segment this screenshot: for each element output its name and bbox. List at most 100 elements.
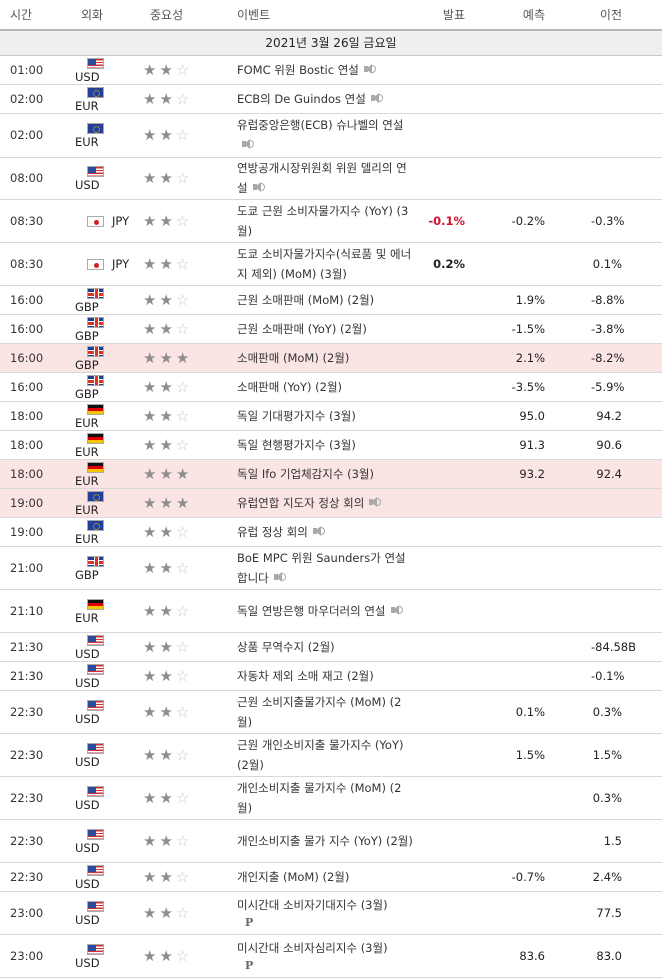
event-cell[interactable]: 근원 소비지출물가지수 (MoM) (2월) [231, 690, 421, 734]
event-row[interactable]: 19:00 EUR ★★☆ 유럽 정상 회의 [0, 517, 662, 547]
event-cell[interactable]: 근원 소매판매 (MoM) (2월) [231, 285, 421, 315]
event-cell[interactable]: 도쿄 근원 소비자물가지수 (YoY) (3월) [231, 199, 421, 243]
event-cell[interactable]: BoE MPC 위원 Saunders가 연설합니다 [231, 546, 421, 590]
event-row[interactable]: 16:00 GBP ★★☆ 근원 소매판매 (YoY) (2월) -1.5% -3.8% [0, 314, 662, 344]
event-row[interactable]: 18:00 EUR ★★☆ 독일 기대평가지수 (3월) 95.0 94.2 [0, 401, 662, 431]
event-time: 18:00 [0, 401, 75, 431]
speaker-icon[interactable] [390, 604, 404, 616]
event-name[interactable]: 소매판매 (YoY) (2월) [237, 379, 343, 394]
event-row[interactable]: 08:00 USD ★★☆ 연방공개시장위원회 위원 델리의 연설 [0, 157, 662, 200]
event-cell[interactable]: 독일 기대평가지수 (3월) [231, 401, 421, 431]
event-name[interactable]: 근원 소매판매 (YoY) (2월) [237, 321, 367, 336]
event-name[interactable]: 독일 Ifo 기업체감지수 (3월) [237, 466, 374, 481]
event-name[interactable]: 도쿄 소비자물가지수(식료품 및 에너지 제외) (MoM) (3월) [237, 246, 412, 281]
event-row[interactable]: 18:00 EUR ★★☆ 독일 현행평가지수 (3월) 91.3 90.6 [0, 430, 662, 460]
event-row[interactable]: 23:00 USD ★★☆ 미시간대 소비자기대지수 (3월) P 77.5 [0, 891, 662, 935]
speaker-icon[interactable] [363, 63, 377, 75]
event-cell[interactable]: 독일 연방은행 마우더러의 연설 [231, 589, 421, 633]
event-cell[interactable]: 소매판매 (YoY) (2월) [231, 372, 421, 402]
event-row[interactable]: 21:00 GBP ★★☆ BoE MPC 위원 Saunders가 연설합니다 [0, 546, 662, 590]
event-cell[interactable]: ECB의 De Guindos 연설 [231, 84, 421, 114]
event-row[interactable]: 08:30 JPY ★★☆ 도쿄 소비자물가지수(식료품 및 에너지 제외) (MoM… [0, 242, 662, 286]
event-name[interactable]: 상품 무역수지 (2월) [237, 639, 335, 654]
event-time: 21:30 [0, 661, 75, 691]
event-name[interactable]: FOMC 위원 Bostic 연설 [237, 62, 359, 77]
header-time[interactable]: 시간 [0, 0, 75, 31]
event-row[interactable]: 01:00 USD ★★☆ FOMC 위원 Bostic 연설 [0, 55, 662, 85]
event-cell[interactable]: 근원 개인소비지출 물가지수 (YoY) (2월) [231, 733, 421, 777]
event-cell[interactable]: 개인지출 (MoM) (2월) [231, 862, 421, 892]
event-currency: JPY [112, 213, 130, 228]
speaker-icon[interactable] [252, 181, 266, 193]
event-row[interactable]: 16:00 GBP ★★☆ 근원 소매판매 (MoM) (2월) 1.9% -8.8% [0, 285, 662, 315]
header-forecast[interactable]: 예측 [505, 0, 585, 31]
speaker-icon[interactable] [368, 496, 382, 508]
event-name[interactable]: 소매판매 (MoM) (2월) [237, 350, 350, 365]
event-cell[interactable]: 유럽 정상 회의 [231, 517, 421, 547]
event-name[interactable]: 유럽 정상 회의 [237, 524, 308, 539]
event-time: 21:30 [0, 632, 75, 662]
event-cell[interactable]: FOMC 위원 Bostic 연설 [231, 55, 421, 85]
event-row[interactable]: 18:00 EUR ★★★ 독일 Ifo 기업체감지수 (3월) 93.2 92.4 [0, 459, 662, 489]
event-row[interactable]: 22:30 USD ★★☆ 근원 소비지출물가지수 (MoM) (2월) 0.1% 0.3… [0, 690, 662, 734]
event-name[interactable]: 독일 연방은행 마우더러의 연설 [237, 603, 386, 618]
event-cell[interactable]: 독일 Ifo 기업체감지수 (3월) [231, 459, 421, 489]
event-name[interactable]: 개인지출 (MoM) (2월) [237, 869, 350, 884]
event-cell[interactable]: 자동차 제외 소매 재고 (2월) [231, 661, 421, 691]
header-event[interactable]: 이벤트 [231, 0, 421, 31]
event-name[interactable]: 근원 소매판매 (MoM) (2월) [237, 292, 375, 307]
event-cell[interactable]: 독일 현행평가지수 (3월) [231, 430, 421, 460]
event-row[interactable]: 23:00 USD ★★☆ 미시간대 소비자심리지수 (3월) P 83.6 83.0 [0, 934, 662, 978]
event-name[interactable]: 개인소비지출 물가 지수 (YoY) (2월) [237, 833, 413, 848]
event-row[interactable]: 08:30 JPY ★★☆ 도쿄 근원 소비자물가지수 (YoY) (3월) -0.1%… [0, 199, 662, 243]
event-cell[interactable]: 소매판매 (MoM) (2월) [231, 343, 421, 373]
event-row[interactable]: 22:30 USD ★★☆ 근원 개인소비지출 물가지수 (YoY) (2월) 1.5%… [0, 733, 662, 777]
event-cell[interactable]: 미시간대 소비자심리지수 (3월) P [231, 934, 421, 978]
event-cell[interactable]: 유럽중앙은행(ECB) 슈나벨의 연설 [231, 113, 421, 158]
header-importance[interactable]: 중요성 [140, 0, 231, 31]
event-cell[interactable]: 도쿄 소비자물가지수(식료품 및 에너지 제외) (MoM) (3월) [231, 242, 421, 286]
event-cell[interactable]: 유럽연합 지도자 정상 회의 [231, 488, 421, 518]
header-currency[interactable]: 외화 [75, 0, 140, 31]
event-currency: EUR [75, 531, 99, 546]
event-name[interactable]: 유럽중앙은행(ECB) 슈나벨의 연설 [237, 118, 404, 132]
event-row[interactable]: 16:00 GBP ★★☆ 소매판매 (YoY) (2월) -3.5% -5.9% [0, 372, 662, 402]
speaker-icon[interactable] [370, 92, 384, 104]
event-row[interactable]: 02:00 EUR ★★☆ ECB의 De Guindos 연설 [0, 84, 662, 114]
event-row[interactable]: 21:30 USD ★★☆ 상품 무역수지 (2월) -84.58B [0, 632, 662, 662]
event-name[interactable]: 도쿄 근원 소비자물가지수 (YoY) (3월) [237, 203, 409, 238]
header-previous[interactable]: 이전 [585, 0, 662, 31]
event-cell[interactable]: 연방공개시장위원회 위원 델리의 연설 [231, 157, 421, 200]
event-cell[interactable]: 근원 소매판매 (YoY) (2월) [231, 314, 421, 344]
event-row[interactable]: 22:30 USD ★★☆ 개인지출 (MoM) (2월) -0.7% 2.4% [0, 862, 662, 892]
speaker-icon[interactable] [273, 571, 287, 583]
event-row[interactable]: 22:30 USD ★★☆ 개인소비지출 물가 지수 (YoY) (2월) 1.5 [0, 819, 662, 863]
event-name[interactable]: 독일 현행평가지수 (3월) [237, 437, 356, 452]
event-cell[interactable]: 개인소비지출 물가 지수 (YoY) (2월) [231, 819, 421, 863]
event-name[interactable]: 연방공개시장위원회 위원 델리의 연설 [237, 161, 407, 195]
event-name[interactable]: 자동차 제외 소매 재고 (2월) [237, 668, 374, 683]
event-row[interactable]: 22:30 USD ★★☆ 개인소비지출 물가지수 (MoM) (2월) 0.3% [0, 776, 662, 820]
event-name[interactable]: 독일 기대평가지수 (3월) [237, 408, 356, 423]
event-name[interactable]: 미시간대 소비자기대지수 (3월) [237, 897, 388, 912]
speaker-icon[interactable] [241, 138, 255, 150]
event-name[interactable]: 미시간대 소비자심리지수 (3월) [237, 940, 388, 955]
event-cell[interactable]: 개인소비지출 물가지수 (MoM) (2월) [231, 776, 421, 820]
event-name[interactable]: ECB의 De Guindos 연설 [237, 91, 366, 106]
header-actual[interactable]: 발표 [421, 0, 505, 31]
event-name[interactable]: 유럽연합 지도자 정상 회의 [237, 495, 365, 510]
event-row[interactable]: 21:30 USD ★★☆ 자동차 제외 소매 재고 (2월) -0.1% [0, 661, 662, 691]
event-row[interactable]: 21:10 EUR ★★☆ 독일 연방은행 마우더러의 연설 [0, 589, 662, 633]
event-name[interactable]: BoE MPC 위원 Saunders가 연설합니다 [237, 550, 406, 585]
event-row[interactable]: 19:00 EUR ★★★ 유럽연합 지도자 정상 회의 [0, 488, 662, 518]
event-cell[interactable]: 상품 무역수지 (2월) [231, 632, 421, 662]
event-name[interactable]: 근원 개인소비지출 물가지수 (YoY) (2월) [237, 737, 404, 772]
event-cell[interactable]: 미시간대 소비자기대지수 (3월) P [231, 891, 421, 935]
event-name[interactable]: 근원 소비지출물가지수 (MoM) (2월) [237, 694, 402, 729]
event-name[interactable]: 개인소비지출 물가지수 (MoM) (2월) [237, 780, 402, 815]
event-row[interactable]: 16:00 GBP ★★★ 소매판매 (MoM) (2월) 2.1% -8.2% [0, 343, 662, 373]
event-row[interactable]: 02:00 EUR ★★☆ 유럽중앙은행(ECB) 슈나벨의 연설 [0, 113, 662, 158]
speaker-icon[interactable] [312, 525, 326, 537]
star-filled-icon: ★ [159, 464, 176, 483]
event-time: 21:00 [0, 546, 75, 590]
